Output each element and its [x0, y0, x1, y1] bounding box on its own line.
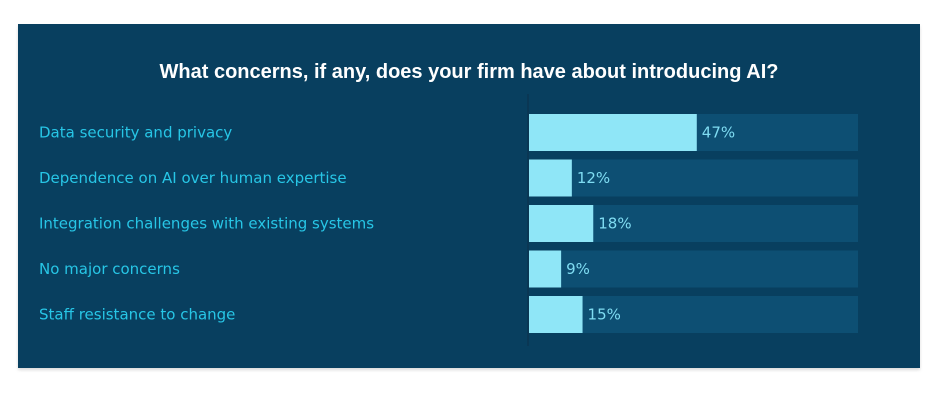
- chart-title: What concerns, if any, does your firm ha…: [159, 61, 779, 83]
- bar-track: [529, 159, 858, 197]
- data-label: 15%: [588, 306, 621, 324]
- category-label: Integration challenges with existing sys…: [39, 215, 374, 233]
- bar-track: [529, 250, 858, 288]
- bars-layer: Data security and privacy 47% Dependence o…: [39, 114, 858, 333]
- data-label: 9%: [566, 260, 590, 278]
- category-label: No major concerns: [39, 260, 180, 278]
- category-label: Staff resistance to change: [39, 306, 235, 324]
- chart-panel: What concerns, if any, does your firm ha…: [18, 24, 920, 368]
- data-label: 12%: [577, 169, 610, 187]
- bar: [529, 205, 594, 242]
- data-label: 18%: [598, 215, 631, 233]
- bar-track: [529, 296, 858, 333]
- category-label: Dependence on AI over human expertise: [39, 169, 347, 187]
- bar: [529, 296, 583, 333]
- data-label: 47%: [702, 124, 735, 142]
- bar: [529, 114, 697, 151]
- bar: [529, 250, 562, 288]
- category-label: Data security and privacy: [39, 124, 232, 142]
- bar: [529, 159, 572, 197]
- bar-chart: Data security and privacy 47% Dependence o…: [39, 94, 858, 346]
